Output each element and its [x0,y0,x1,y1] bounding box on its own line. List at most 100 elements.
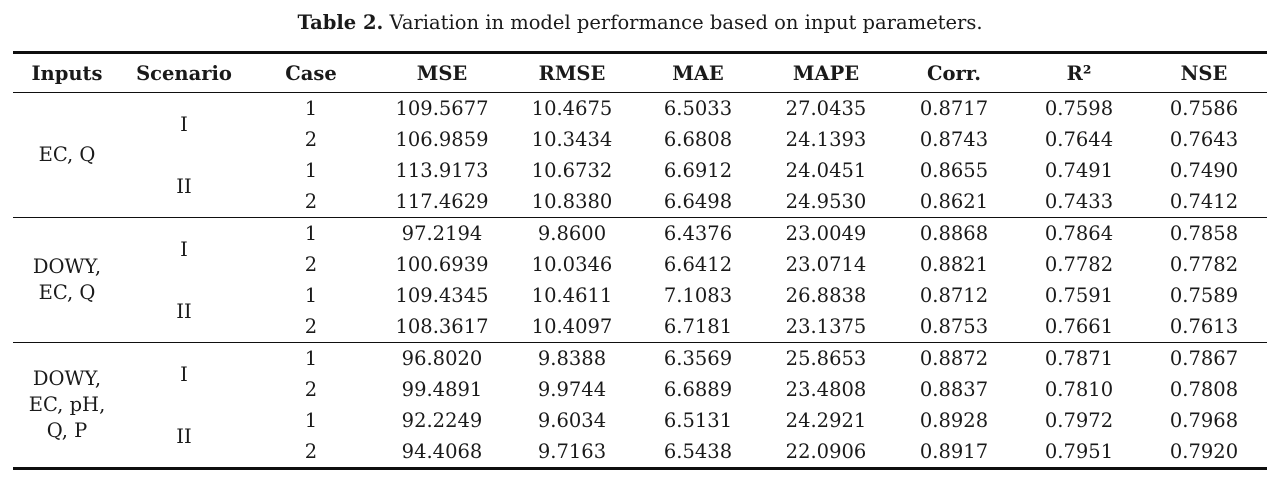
rmse-cell: 10.6732 [531,159,613,182]
rmse-cell: 10.4611 [531,284,613,307]
nse-cell: 0.7858 [1141,217,1267,249]
mse-cell: 97.2194 [375,217,509,249]
r2-cell: 0.7782 [1044,253,1114,276]
rmse-cell: 9.8388 [509,342,635,374]
mape-cell: 22.0906 [785,440,867,463]
rmse-cell: 10.8380 [531,190,613,213]
mape-cell: 27.0435 [785,97,867,120]
rmse-cell: 10.3434 [531,128,613,151]
case-cell: 2 [304,190,318,213]
column-header-r2: R² [1017,52,1141,93]
header-row: Inputs Scenario Case MSE RMSE MAE MAPE C… [13,52,1267,93]
case-cell: 2 [304,440,318,463]
corr-cell: 0.8872 [891,342,1017,374]
rmse-cell: 10.4097 [531,315,613,338]
r2-cell: 0.7972 [1044,409,1114,432]
nse-cell: 0.7412 [1169,190,1239,213]
scenario-cell: II [176,174,192,198]
mape-cell: 23.1375 [785,315,867,338]
mse-cell: 109.4345 [395,284,489,307]
column-header-scenario: Scenario [121,52,247,93]
scenario-cell: I [180,112,188,136]
mape-cell: 24.9530 [785,190,867,213]
mape-cell: 25.8653 [761,342,891,374]
rmse-cell: 10.0346 [531,253,613,276]
case-cell: 2 [304,253,318,276]
table-row: II 1 113.9173 10.6732 6.6912 24.0451 0.8… [13,155,1267,198]
r2-cell: 0.7491 [1044,159,1114,182]
mae-cell: 6.6412 [663,253,733,276]
table-row: 2 94.4068 9.7163 6.5438 22.0906 0.8917 0… [13,436,1267,469]
table-row: II 1 92.2249 9.6034 6.5131 24.2921 0.892… [13,405,1267,448]
rmse-cell: 9.7163 [537,440,607,463]
scenario-cell: I [121,342,247,405]
corr-cell: 0.8621 [919,190,989,213]
mape-cell: 23.0714 [785,253,867,276]
mae-cell: 6.5131 [663,409,733,432]
mae-cell: 6.6808 [663,128,733,151]
nse-cell: 0.7808 [1169,378,1239,401]
corr-cell: 0.8868 [891,217,1017,249]
r2-cell: 0.7810 [1044,378,1114,401]
corr-cell: 0.8821 [919,253,989,276]
r2-cell: 0.7864 [1017,217,1141,249]
case-cell: 1 [247,217,375,249]
mae-cell: 7.1083 [663,284,733,307]
nse-cell: 0.7782 [1169,253,1239,276]
nse-cell: 0.7968 [1169,409,1239,432]
rmse-cell: 9.6034 [537,409,607,432]
table-group-ec-q: EC, Q I 1 109.5677 10.4675 6.5033 27.043… [13,93,1267,218]
mse-cell: 117.4629 [395,190,489,213]
case-cell: 1 [304,284,318,307]
corr-cell: 0.8917 [919,440,989,463]
rmse-cell: 9.8600 [509,217,635,249]
corr-cell: 0.8712 [919,284,989,307]
mse-cell: 108.3617 [395,315,489,338]
mae-cell: 6.6498 [663,190,733,213]
inputs-cell: EC, Q [38,143,96,167]
r2-cell: 0.7598 [1044,97,1114,120]
mae-cell: 6.5438 [663,440,733,463]
table-row: DOWY, EC, Q I 1 97.2194 9.8600 6.4376 23… [13,217,1267,343]
corr-cell: 0.8753 [919,315,989,338]
r2-cell: 0.7871 [1017,342,1141,374]
corr-cell: 0.8743 [919,128,989,151]
mse-cell: 100.6939 [395,253,489,276]
case-cell: 1 [304,97,318,120]
corr-cell: 0.8655 [919,159,989,182]
corr-cell: 0.8837 [919,378,989,401]
scenario-cell: II [176,299,192,323]
mae-cell: 6.5033 [663,97,733,120]
mae-cell: 6.7181 [663,315,733,338]
column-header-corr: Corr. [891,52,1017,93]
table-row: EC, Q I 1 109.5677 10.4675 6.5033 27.043… [13,93,1267,166]
column-header-mape: MAPE [761,52,891,93]
nse-cell: 0.7867 [1141,342,1267,374]
table-header: Inputs Scenario Case MSE RMSE MAE MAPE C… [13,52,1267,93]
mae-cell: 6.6912 [663,159,733,182]
r2-cell: 0.7591 [1044,284,1114,307]
rmse-cell: 10.4675 [531,97,613,120]
table-group-dowy-ec-ph-q-p: DOWY, EC, pH, Q, P I 1 96.8020 9.8388 6.… [13,342,1267,469]
inputs-cell: DOWY, EC, Q [13,217,121,343]
inputs-cell: DOWY, EC, pH, Q, P [13,342,121,469]
mse-cell: 92.2249 [401,409,483,432]
mse-cell: 106.9859 [395,128,489,151]
nse-cell: 0.7920 [1169,440,1239,463]
rmse-cell: 9.9744 [537,378,607,401]
scenario-cell: II [176,424,192,448]
mae-cell: 6.3569 [635,342,761,374]
page: Table 2. Variation in model performance … [13,11,1267,470]
case-cell: 2 [304,315,318,338]
case-cell: 1 [304,409,318,432]
mse-cell: 99.4891 [401,378,483,401]
case-cell: 1 [304,159,318,182]
r2-cell: 0.7951 [1044,440,1114,463]
nse-cell: 0.7613 [1169,315,1239,338]
column-header-mse: MSE [375,52,509,93]
table-row: 2 106.9859 10.3434 6.6808 24.1393 0.8743… [13,124,1267,155]
r2-cell: 0.7433 [1044,190,1114,213]
mae-cell: 6.6889 [663,378,733,401]
mse-cell: 113.9173 [395,159,489,182]
table-caption-text: Variation in model performance based on … [389,11,983,34]
